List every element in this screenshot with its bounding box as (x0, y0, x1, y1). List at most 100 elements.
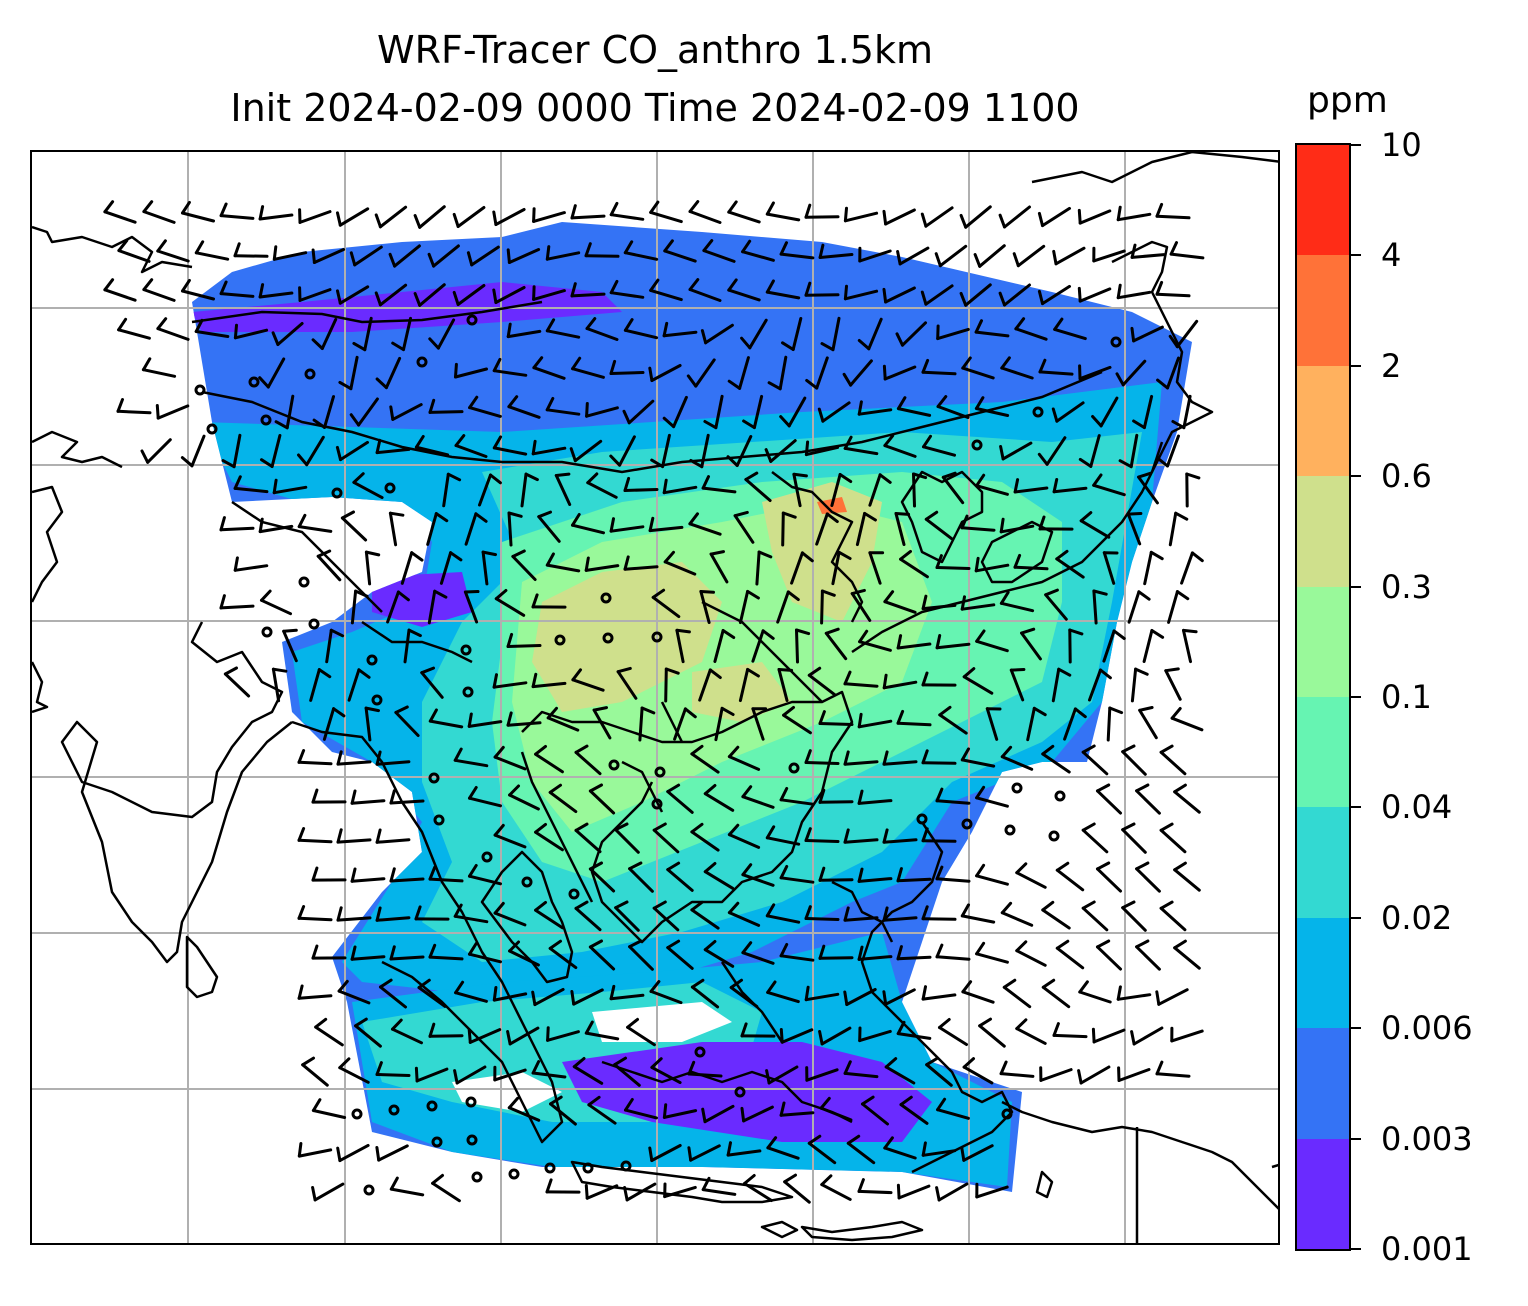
calm-wind-marker (568, 888, 580, 900)
wind-barb-flag (233, 475, 242, 490)
wind-barb-flag (574, 744, 589, 754)
wind-barb-flag (857, 867, 864, 883)
wind-barb-flag (701, 475, 710, 490)
wind-barb-flag (375, 828, 382, 844)
wind-barb (843, 838, 879, 844)
wind-barb (507, 1106, 541, 1122)
wind-barb-flag (921, 749, 929, 765)
wind-barb-flag (297, 827, 306, 842)
wind-barb (884, 1065, 916, 1085)
wind-barb (804, 761, 840, 765)
wind-barb (975, 639, 1009, 653)
wind-barb (649, 989, 683, 1005)
wind-barb (936, 405, 970, 419)
wind-barb-flag (117, 239, 129, 253)
wind-barb (765, 290, 801, 300)
wind-barb-flag (703, 784, 717, 796)
wind-barb-flag (375, 906, 382, 922)
wind-barb-flag (688, 512, 699, 526)
wind-barb (961, 990, 995, 1004)
wind-barb (1117, 1068, 1151, 1082)
wind-barb-flag (884, 1057, 898, 1069)
wind-barb (314, 1025, 344, 1047)
wind-barb (1044, 593, 1068, 621)
wind-barb (493, 911, 527, 927)
wind-barb (857, 408, 893, 416)
wind-barb (350, 877, 386, 883)
wind-barb (1013, 565, 1049, 571)
wind-barb (1081, 828, 1109, 854)
wind-barb-flag (219, 516, 226, 532)
wind-barb (1063, 707, 1077, 741)
wind-barb (1166, 356, 1180, 390)
wind-barb (377, 1144, 409, 1162)
wind-barb (338, 1066, 370, 1084)
wind-barb-flag (805, 378, 819, 390)
wind-barb (117, 249, 151, 263)
wind-barb (701, 486, 737, 494)
wind-barb (652, 828, 680, 854)
wind-barb-flag (824, 627, 840, 635)
wind-barb-flag (297, 513, 307, 529)
wind-barb (492, 446, 528, 456)
wind-barb-flag (781, 511, 797, 519)
wind-barb-flag (468, 942, 478, 956)
wind-barb-flag (1077, 286, 1082, 303)
colorbar-tick-label: 4 (1381, 236, 1402, 275)
wind-barb-flag (962, 667, 976, 679)
wind-barb (613, 1063, 641, 1087)
wind-barb (266, 357, 286, 389)
wind-barb (766, 990, 800, 1004)
wind-barb-flag (703, 862, 717, 874)
wind-barb-flag (507, 395, 519, 409)
wind-barb (690, 985, 720, 1009)
wind-barb (585, 406, 619, 418)
wind-barb-flag (584, 556, 590, 572)
wind-barb (1055, 557, 1085, 579)
wind-barb (962, 1065, 994, 1085)
wind-barb-flag (414, 435, 425, 449)
wind-barb-flag (999, 517, 1005, 534)
wind-barb (468, 874, 502, 886)
wind-barb-flag (570, 282, 577, 298)
wind-barb (628, 867, 654, 893)
calm-wind-marker (460, 644, 472, 656)
wind-barb (922, 445, 956, 457)
wind-barb-flag (1079, 511, 1093, 523)
wind-barb-flag (683, 707, 697, 719)
wind-barb-flag (1000, 745, 1013, 759)
wind-barb (1053, 327, 1087, 341)
wind-barb-flag (453, 1069, 459, 1085)
wind-barb-flag (155, 404, 160, 420)
wind-barb (1143, 550, 1153, 586)
wind-barb-flag (454, 362, 458, 379)
wind-barb (1127, 590, 1141, 624)
wind-barb-flag (413, 214, 422, 229)
wind-barb (765, 914, 801, 924)
chart-title-line1: WRF-Tracer CO_anthro 1.5km (377, 28, 933, 72)
wind-barb (820, 589, 824, 625)
wind-barb (545, 408, 581, 416)
wind-barb (883, 600, 917, 614)
wind-barb-flag (1013, 553, 1022, 569)
chart-title-line2: Init 2024-02-09 0000 Time 2024-02-09 110… (230, 86, 1080, 130)
wind-barb-flag (623, 1186, 629, 1202)
wind-barb (727, 911, 761, 927)
wind-barb-flag (1037, 452, 1049, 466)
wind-barb (297, 916, 333, 922)
calm-wind-marker (481, 851, 493, 863)
wind-barb (898, 246, 930, 266)
wind-barb-flag (549, 1095, 563, 1106)
wind-barb (626, 1025, 656, 1047)
calm-wind-marker (608, 759, 620, 771)
wind-barb-flag (428, 398, 436, 414)
wind-barb-flag (297, 453, 309, 467)
wind-barb (142, 288, 176, 302)
wind-barb (181, 211, 215, 223)
wind-barb (400, 551, 414, 585)
wind-barb (403, 628, 411, 664)
wind-barb (741, 873, 775, 887)
wind-barb-flag (332, 707, 346, 718)
wind-barb (1041, 908, 1071, 930)
wind-barb (714, 706, 724, 742)
